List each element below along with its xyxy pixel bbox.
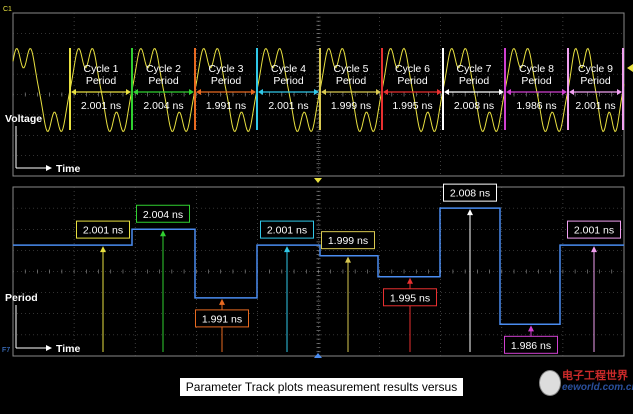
- cycle-span-arrow-right: [126, 89, 131, 95]
- cycle-period-label: Period: [86, 75, 117, 87]
- waveform-y-axis-label: Voltage: [5, 113, 42, 125]
- track-point-head: [407, 277, 413, 284]
- cycle-label: Cycle 7: [456, 63, 491, 75]
- cycle-span-arrow-left: [506, 89, 511, 95]
- trigger-position-marker: [314, 178, 322, 183]
- parameter-track-trace: 2.001 ns 2.004 ns 1.991 ns 2.001 ns 1.999 ns…: [13, 183, 624, 354]
- figure-caption: Parameter Track plots measurement result…: [180, 378, 463, 412]
- track-value-label: 1.995 ns: [390, 292, 430, 304]
- track-value-label: 2.004 ns: [143, 209, 183, 221]
- cycle-period-label: Period: [336, 75, 367, 87]
- cycle-span-arrow-right: [499, 89, 504, 95]
- cycle-span-arrow-left: [71, 89, 76, 95]
- track-value-label: 2.001 ns: [267, 225, 307, 237]
- cycle-span-arrow-left: [383, 89, 388, 95]
- cycle-value-label: 1.986 ns: [516, 100, 556, 112]
- channel-label-f7: F7: [2, 347, 10, 354]
- cycle-value-label: 2.008 ns: [454, 100, 494, 112]
- cycle-value-label: 1.991 ns: [206, 100, 246, 112]
- cycle-span-arrow-right: [189, 89, 194, 95]
- cycle-span-arrow-left: [569, 89, 574, 95]
- track-value-box: [136, 204, 190, 223]
- cycle-span-arrow-left: [196, 89, 201, 95]
- watermark-mark: [539, 370, 561, 396]
- waveform-grid: [12, 12, 625, 177]
- cycle-span-arrow-right: [314, 89, 319, 95]
- track-point-head: [467, 209, 473, 216]
- track-value-label: 2.008 ns: [450, 188, 490, 200]
- track-point-head: [345, 256, 351, 263]
- track-value-box: [195, 309, 249, 328]
- track-value-box: [76, 220, 130, 239]
- cycle-value-label: 1.999 ns: [331, 100, 371, 112]
- track-value-box: [443, 183, 497, 202]
- track-value-box: [260, 220, 314, 239]
- track-value-box: [321, 231, 375, 250]
- cycle-label: Cycle 8: [519, 63, 554, 75]
- track-value-label: 1.999 ns: [328, 235, 368, 247]
- track-point-head: [160, 230, 166, 237]
- track-value-box: [567, 220, 621, 239]
- watermark-en: eeworld.com.cn: [562, 382, 633, 393]
- trigger-level-marker: [627, 64, 633, 72]
- waveform-x-axis-label: Time: [56, 163, 80, 175]
- cycle-label: Cycle 3: [208, 63, 243, 75]
- watermark-logo: 电子工程世界 eeworld.com.cn: [536, 366, 633, 400]
- cycle-label: Cycle 2: [146, 63, 181, 75]
- cycle-label: Cycle 9: [578, 63, 613, 75]
- cycle-label: Cycle 4: [271, 63, 306, 75]
- track-point-head: [219, 298, 225, 305]
- track-point-head: [528, 325, 534, 332]
- track-value-label: 2.001 ns: [83, 225, 123, 237]
- track-value-box: [504, 335, 558, 354]
- waveform-line: [12, 47, 625, 133]
- track-value-label: 2.001 ns: [574, 225, 614, 237]
- cycle-value-label: 2.001 ns: [268, 100, 308, 112]
- cycle-period-label: Period: [521, 75, 552, 87]
- cycle-label: Cycle 1: [83, 63, 118, 75]
- cycle-span-arrow-left: [444, 89, 449, 95]
- track-point-head: [591, 246, 597, 253]
- track-position-marker: [314, 353, 322, 358]
- cycle-label: Cycle 6: [395, 63, 430, 75]
- cycle-period-label: Period: [459, 75, 490, 87]
- cycle-period-label: Period: [580, 75, 611, 87]
- track-x-axis-arrow: [46, 345, 52, 351]
- cycle-span-arrow-right: [562, 89, 567, 95]
- channel-label-c1: C1: [3, 6, 12, 13]
- cycle-value-label: 1.995 ns: [392, 100, 432, 112]
- track-value-label: 1.986 ns: [511, 340, 551, 352]
- cycle-span-arrow-left: [321, 89, 326, 95]
- waveform-trace: [12, 47, 625, 133]
- cycle-period-label: Period: [273, 75, 304, 87]
- cycle-period-label: Period: [148, 75, 179, 87]
- cycle-period-label: Period: [211, 75, 242, 87]
- cycle-span-arrow-right: [437, 89, 442, 95]
- track-value-box: [383, 288, 437, 307]
- track-y-axis-label: Period: [5, 292, 38, 304]
- cycle-label: Cycle 5: [333, 63, 368, 75]
- waveform-x-axis-arrow: [46, 165, 52, 171]
- track-value-label: 1.991 ns: [202, 313, 242, 325]
- track-x-axis-label: Time: [56, 343, 80, 355]
- axis-labels: Voltage Time Period Time: [5, 113, 80, 355]
- track-point-head: [100, 246, 106, 253]
- cycle-span-arrow-left: [258, 89, 263, 95]
- track-line: [13, 207, 624, 326]
- track-point-head: [284, 246, 290, 253]
- cycle-period-label: Period: [397, 75, 428, 87]
- cycle-span-arrow-left: [133, 89, 138, 95]
- cycle-span-arrow-right: [617, 89, 622, 95]
- cycle-span-arrow-right: [376, 89, 381, 95]
- cycle-value-label: 2.001 ns: [81, 100, 121, 112]
- watermark-cn: 电子工程世界: [562, 369, 628, 382]
- trigger-markers: C1 F7: [2, 6, 633, 358]
- cycle-value-label: 2.001 ns: [575, 100, 615, 112]
- cycle-value-label: 2.004 ns: [143, 100, 183, 112]
- cycle-span-arrow-right: [251, 89, 256, 95]
